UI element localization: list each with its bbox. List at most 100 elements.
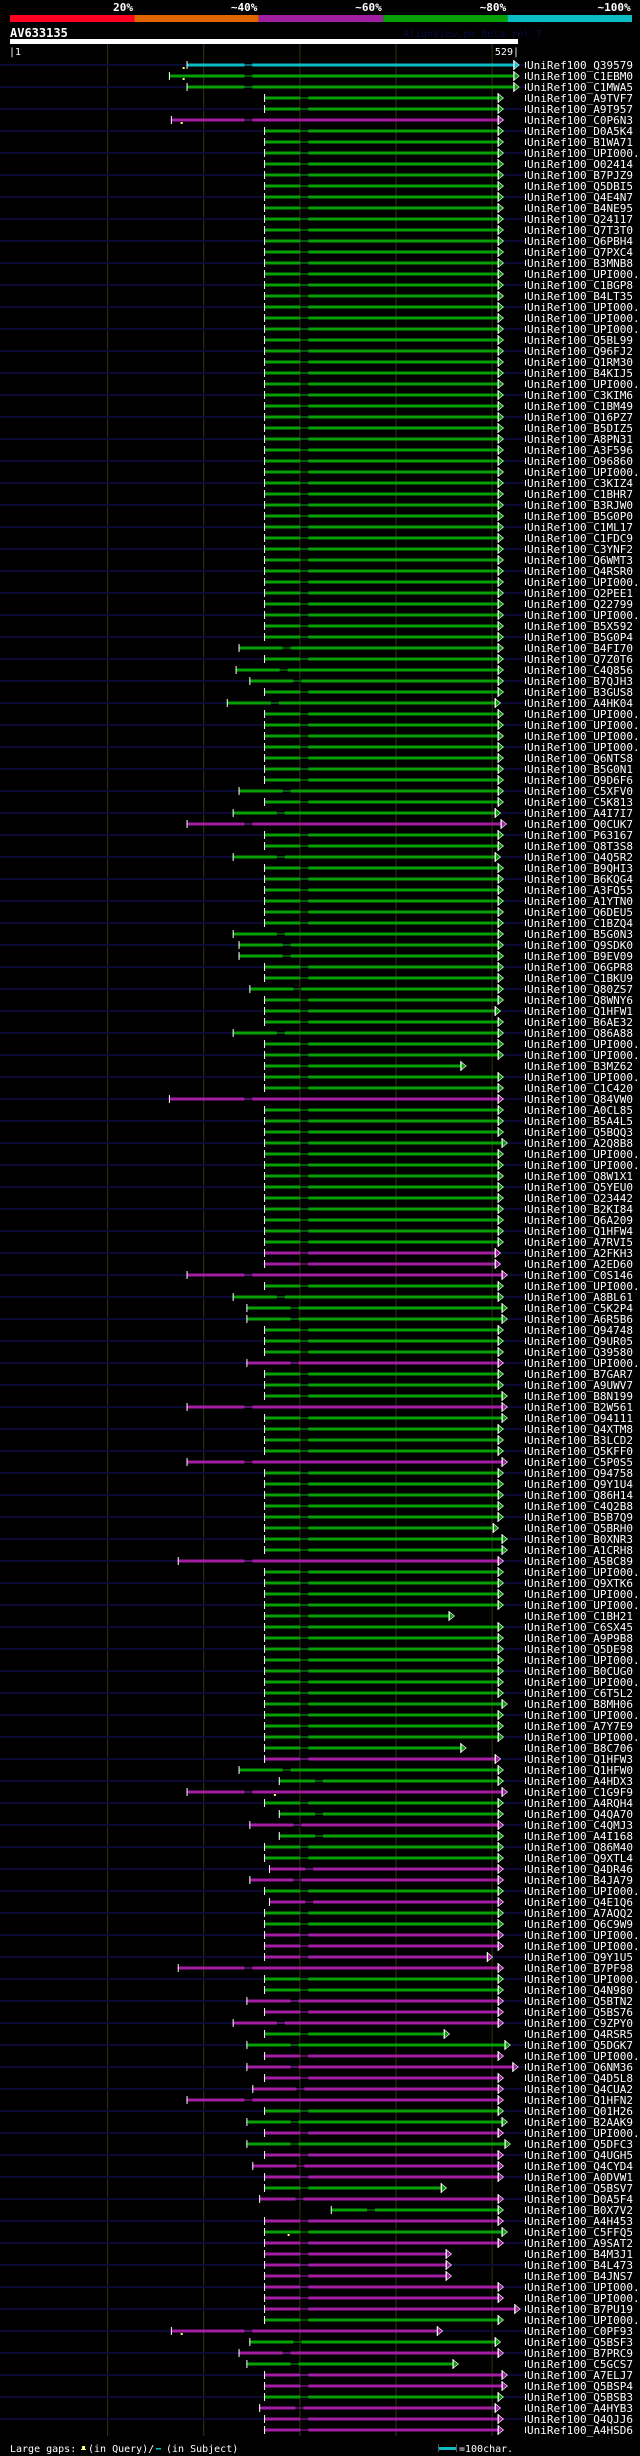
hit-segment[interactable] bbox=[308, 2263, 446, 2267]
alignment-row[interactable]: UniRef100_Q1HFW3 bbox=[0, 1753, 633, 1766]
hit-segment[interactable] bbox=[308, 1449, 498, 1453]
hit-segment[interactable] bbox=[264, 338, 301, 342]
hit-segment[interactable] bbox=[264, 1383, 301, 1387]
hit-label[interactable]: UniRef100_B5G0P4 bbox=[527, 631, 633, 644]
hit-label[interactable]: UniRef100_UPI000.. bbox=[527, 2292, 640, 2305]
hit-label[interactable]: UniRef100_UPI000.. bbox=[527, 1654, 640, 1667]
hit-segment[interactable] bbox=[308, 1152, 498, 1156]
hit-segment[interactable] bbox=[308, 1240, 498, 1244]
hit-segment[interactable] bbox=[238, 646, 283, 650]
alignment-row[interactable]: UniRef100_Q8W1X1 bbox=[264, 1170, 633, 1183]
alignment-row[interactable]: UniRef100_Q6C9W9 bbox=[264, 1918, 633, 1931]
hit-label[interactable]: UniRef100_O23442 bbox=[527, 1192, 633, 1205]
hit-label[interactable]: UniRef100_C4Q856 bbox=[527, 664, 633, 677]
hit-segment[interactable] bbox=[308, 1262, 495, 1266]
alignment-row[interactable]: UniRef100_B8C706 bbox=[264, 1742, 633, 1755]
hit-label[interactable]: UniRef100_B5G0P0 bbox=[527, 510, 633, 523]
hit-label[interactable]: UniRef100_A4I7I7 bbox=[527, 807, 633, 820]
hit-label[interactable]: UniRef100_B5X592 bbox=[527, 620, 633, 633]
hit-label[interactable]: UniRef100_Q86M40 bbox=[527, 1841, 633, 1854]
alignment-row[interactable]: UniRef100_UPI000.. bbox=[264, 312, 640, 325]
hit-segment[interactable] bbox=[264, 239, 301, 243]
hit-label[interactable]: UniRef100_Q6GPR8 bbox=[527, 961, 633, 974]
alignment-row[interactable]: UniRef100_Q5KFF0 bbox=[0, 1445, 633, 1458]
hit-segment[interactable] bbox=[264, 206, 301, 210]
hit-segment[interactable] bbox=[232, 811, 277, 815]
alignment-row[interactable]: UniRef100_Q84VW0 bbox=[0, 1093, 633, 1106]
hit-segment[interactable] bbox=[264, 1801, 301, 1805]
alignment-row[interactable]: UniRef100_Q39579 bbox=[0, 59, 633, 72]
hit-segment[interactable] bbox=[186, 63, 245, 67]
alignment-row[interactable]: UniRef100_UPI000.. bbox=[264, 2050, 640, 2063]
alignment-row[interactable]: UniRef100_UPI000.. bbox=[0, 1973, 640, 1986]
hit-label[interactable]: UniRef100_UPI000.. bbox=[527, 1885, 640, 1898]
hit-label[interactable]: UniRef100_C4QMJ3 bbox=[527, 1819, 633, 1832]
hit-segment[interactable] bbox=[284, 2021, 498, 2025]
hit-segment[interactable] bbox=[304, 2087, 498, 2091]
hit-label[interactable]: UniRef100_Q5KFF0 bbox=[527, 1445, 633, 1458]
hit-segment[interactable] bbox=[308, 1625, 498, 1629]
hit-segment[interactable] bbox=[308, 525, 498, 529]
hit-segment[interactable] bbox=[308, 635, 498, 639]
hit-segment[interactable] bbox=[322, 1779, 498, 1783]
alignment-row[interactable]: UniRef100_A7Y7E9 bbox=[264, 1720, 633, 1733]
hit-label[interactable]: UniRef100_A2FKH3 bbox=[527, 1247, 633, 1260]
hit-segment[interactable] bbox=[264, 1724, 301, 1728]
hit-segment[interactable] bbox=[264, 2109, 301, 2113]
alignment-row[interactable]: UniRef100_Q4UGH5 bbox=[0, 2149, 633, 2162]
alignment-row[interactable]: UniRef100_C9ZPY0 bbox=[0, 2017, 633, 2030]
alignment-row[interactable]: UniRef100_B7QJH3 bbox=[0, 675, 633, 688]
hit-segment[interactable] bbox=[264, 1922, 301, 1926]
hit-label[interactable]: UniRef100_Q16PZ7 bbox=[527, 411, 633, 424]
hit-segment[interactable] bbox=[304, 2164, 498, 2168]
hit-label[interactable]: UniRef100_B3RJW0 bbox=[527, 499, 633, 512]
hit-label[interactable]: UniRef100_Q6C9W9 bbox=[527, 1918, 633, 1931]
alignment-row[interactable]: UniRef100_C1EBM0 bbox=[168, 70, 633, 83]
hit-segment[interactable] bbox=[186, 822, 245, 826]
hit-label[interactable]: UniRef100_Q7PXC4 bbox=[527, 246, 633, 259]
alignment-row[interactable]: UniRef100_B4M3J1 bbox=[264, 2248, 633, 2261]
hit-segment[interactable] bbox=[308, 569, 498, 573]
hit-segment[interactable] bbox=[246, 2120, 291, 2124]
hit-segment[interactable] bbox=[308, 1537, 502, 1541]
hit-segment[interactable] bbox=[308, 778, 498, 782]
hit-label[interactable]: UniRef100_C3KIM6 bbox=[527, 389, 633, 402]
alignment-row[interactable]: UniRef100_C0PF93 bbox=[0, 2325, 633, 2338]
alignment-row[interactable]: UniRef100_C4QMJ3 bbox=[0, 1819, 633, 1832]
hit-label[interactable]: UniRef100_B4FI70 bbox=[527, 642, 633, 655]
hit-segment[interactable] bbox=[252, 85, 514, 89]
alignment-row[interactable]: UniRef100_C5FFQ5 bbox=[264, 2226, 633, 2239]
hit-segment[interactable] bbox=[308, 107, 498, 111]
hit-label[interactable]: UniRef100_UPI000.. bbox=[527, 1973, 640, 1986]
hit-label[interactable]: UniRef100_Q5BSV7 bbox=[527, 2182, 633, 2195]
hit-segment[interactable] bbox=[249, 2340, 294, 2344]
hit-segment[interactable] bbox=[232, 1295, 277, 1299]
hit-segment[interactable] bbox=[264, 448, 301, 452]
hit-label[interactable]: UniRef100_UPI000.. bbox=[527, 1709, 640, 1722]
hit-label[interactable]: UniRef100_B7QJH3 bbox=[527, 675, 633, 688]
alignment-row[interactable]: UniRef100_UPI000.. bbox=[264, 1566, 640, 1579]
hit-segment[interactable] bbox=[308, 250, 498, 254]
hit-segment[interactable] bbox=[264, 195, 301, 199]
hit-segment[interactable] bbox=[308, 1801, 498, 1805]
hit-segment[interactable] bbox=[249, 679, 294, 683]
hit-segment[interactable] bbox=[284, 932, 498, 936]
alignment-row[interactable]: UniRef100_Q6NTS8 bbox=[264, 752, 633, 765]
hit-segment[interactable] bbox=[308, 921, 498, 925]
alignment-row[interactable]: UniRef100_B1WA71 bbox=[264, 136, 633, 149]
hit-segment[interactable] bbox=[238, 2351, 283, 2355]
hit-segment[interactable] bbox=[308, 1042, 498, 1046]
alignment-row[interactable]: UniRef100_A1CRH8 bbox=[264, 1544, 633, 1557]
hit-segment[interactable] bbox=[308, 1185, 498, 1189]
hit-segment[interactable] bbox=[246, 1999, 291, 2003]
alignment-row[interactable]: UniRef100_C3KIM6 bbox=[0, 389, 633, 402]
alignment-row[interactable]: UniRef100_C5GCS7 bbox=[246, 2358, 633, 2371]
alignment-row[interactable]: UniRef100_Q7T3T0 bbox=[264, 224, 633, 237]
hit-segment[interactable] bbox=[308, 2175, 498, 2179]
hit-segment[interactable] bbox=[264, 360, 301, 364]
hit-label[interactable]: UniRef100_UPI000.. bbox=[527, 312, 640, 325]
alignment-row[interactable]: UniRef100_B3GUS8 bbox=[264, 686, 633, 699]
hit-segment[interactable] bbox=[308, 2186, 441, 2190]
hit-segment[interactable] bbox=[264, 1691, 301, 1695]
hit-label[interactable]: UniRef100_B2KI84 bbox=[527, 1203, 633, 1216]
